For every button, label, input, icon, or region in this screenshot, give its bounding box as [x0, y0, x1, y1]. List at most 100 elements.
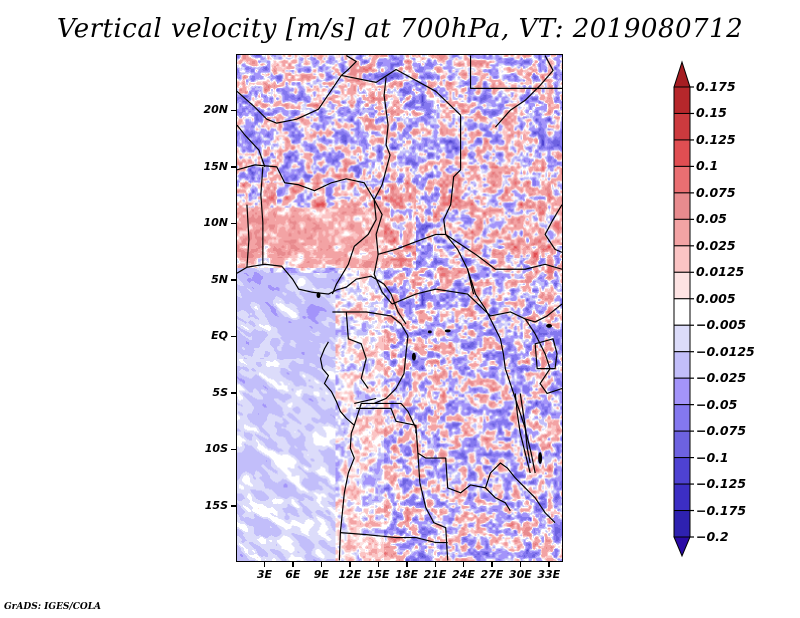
colorbar-box — [673, 351, 691, 379]
grads-credit: GrADS: IGES/COLA — [4, 602, 102, 612]
border-car — [377, 233, 536, 335]
y-axis-tick-label: 10S — [204, 442, 228, 456]
x-axis-tick — [462, 562, 465, 567]
y-axis-tick-label: 15S — [204, 498, 228, 512]
colorbar-label: −0.025 — [696, 370, 747, 386]
y-axis-tick — [231, 279, 236, 281]
colorbar-label: 0.125 — [696, 131, 736, 147]
colorbar-label: 0.025 — [696, 237, 736, 253]
x-axis-tick-label: 24E — [452, 568, 475, 581]
y-axis-tick-label: 15N — [203, 159, 228, 173]
y-axis-tick-label: 5N — [211, 272, 228, 286]
colorbar-box — [673, 483, 691, 512]
colorbar-label: −0.2 — [696, 529, 729, 544]
border-gabon-congo — [345, 311, 369, 389]
border-zambia-east — [484, 462, 556, 524]
map-title: Vertical velocity [m/s] at 700hPa, VT: 2… — [56, 14, 744, 44]
lake-marker — [538, 452, 543, 465]
colorbar-box — [673, 86, 691, 114]
colorbar-label: 0.0125 — [696, 264, 745, 280]
border-nigeria-cameroon — [331, 199, 377, 295]
border-congo-drc — [373, 335, 409, 404]
border-chad-sudan — [443, 115, 475, 295]
colorbar-label: 0.15 — [696, 105, 727, 121]
colorbar-box — [673, 510, 691, 538]
colorbar-label: −0.175 — [696, 502, 747, 518]
colorbar-box — [673, 377, 691, 406]
x-axis-tick-label: 21E — [423, 568, 447, 581]
x-axis-tick — [491, 562, 493, 567]
x-axis-tick-label: 6E — [285, 568, 301, 581]
colorbar-top-arrow — [673, 60, 691, 88]
x-axis-tick-label: 12E — [338, 568, 362, 581]
coastline-central-africa — [319, 341, 355, 561]
colorbar-label: −0.125 — [696, 476, 747, 492]
colorbar-label: −0.005 — [696, 317, 747, 333]
y-axis-tick — [231, 222, 236, 225]
colorbar-box — [673, 324, 691, 353]
x-axis-tick — [434, 562, 437, 567]
colorbar-box — [673, 298, 691, 326]
lake-marker — [546, 323, 553, 328]
border-red-sea-coast — [494, 55, 554, 128]
x-axis-tick — [349, 562, 351, 567]
border-niger-nigeria — [237, 164, 375, 200]
x-axis-tick-label: 3E — [256, 568, 272, 581]
colorbar-box — [673, 271, 691, 300]
colorbar-label: −0.0125 — [696, 343, 755, 359]
lake-marker — [411, 352, 416, 361]
colorbar-box — [673, 245, 691, 273]
colorbar-box — [673, 457, 691, 485]
colorbar-label: 0.005 — [696, 290, 736, 306]
colorbar-label: −0.075 — [696, 423, 747, 439]
colorbar-box — [673, 165, 691, 194]
y-axis-tick — [231, 392, 236, 394]
x-axis-tick — [292, 562, 294, 567]
x-axis-tick — [377, 562, 380, 567]
border-egypt-sudan — [469, 55, 562, 89]
y-axis-tick-label: 10N — [203, 216, 228, 230]
y-axis-tick — [231, 166, 236, 168]
x-axis-tick — [263, 562, 266, 567]
colorbar-box — [673, 430, 691, 459]
colorbar-label: 0.175 — [696, 79, 736, 94]
border-togo-benin — [246, 204, 250, 268]
colorbar-box — [673, 139, 691, 167]
x-axis-tick-label: 15E — [366, 568, 390, 581]
x-axis-tick-label: 9E — [313, 568, 329, 581]
vertical-velocity-field — [237, 55, 562, 561]
x-axis-tick — [548, 562, 550, 567]
coastline-west-africa — [237, 263, 407, 325]
colorbar-label: −0.1 — [696, 449, 729, 465]
border-burkina-ghana — [237, 124, 266, 168]
y-axis-tick-label: 5S — [212, 385, 228, 399]
y-axis-tick-label: EQ — [211, 329, 228, 343]
x-axis-tick-label: 33E — [537, 568, 561, 581]
border-cameroon-chad — [373, 199, 393, 305]
y-axis-tick — [231, 448, 236, 451]
x-axis-tick-label: 18E — [395, 568, 418, 581]
border-east-africa — [525, 303, 562, 395]
border-drc-angola-south — [356, 407, 511, 512]
colorbar-label: −0.05 — [696, 396, 738, 412]
border-libya-chad — [373, 77, 391, 200]
x-axis-tick-label: 27E — [480, 568, 504, 581]
border-lake-victoria — [534, 338, 558, 370]
colorbar-box — [673, 192, 691, 220]
lake-marker — [316, 292, 321, 299]
border-ethiopia — [544, 204, 562, 253]
colorbar-box — [673, 112, 691, 141]
border-algeria-niger — [237, 55, 357, 124]
lake-marker — [444, 329, 451, 333]
colorbar-box — [673, 404, 691, 432]
x-axis-tick — [519, 562, 522, 567]
border-benin-nigeria — [260, 166, 264, 265]
border-cameroon-gabon-congo — [332, 311, 409, 337]
y-axis-tick-label: 20N — [203, 103, 228, 117]
lake-marker — [427, 330, 432, 334]
colorbar-label: 0.075 — [696, 184, 736, 200]
colorbar-label: 0.1 — [696, 158, 719, 174]
x-axis-tick-label: 30E — [508, 568, 532, 581]
x-axis-tick — [406, 562, 408, 567]
border-sudan-southsudan — [445, 233, 562, 270]
